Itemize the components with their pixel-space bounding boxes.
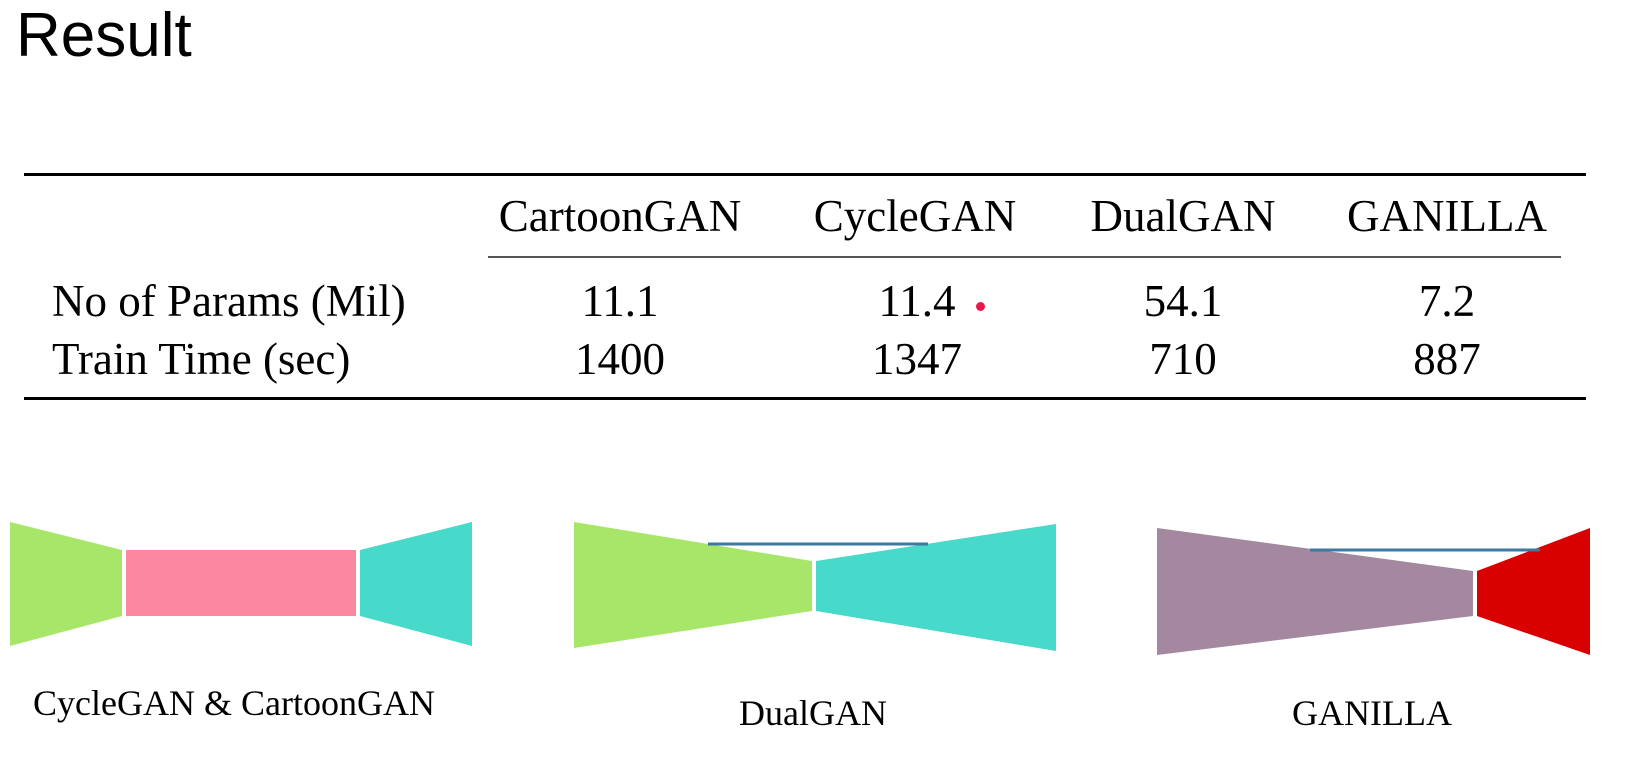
dualgan-decoder-block (816, 524, 1056, 651)
cell-params-dualgan: 54.1 (1143, 276, 1223, 326)
cell-params-cartoongan: 11.1 (581, 276, 659, 326)
table-top-rule (24, 173, 1586, 176)
cyclegan-residual-block (126, 550, 356, 616)
cyclegan-encoder-block (10, 522, 122, 646)
cell-time-dualgan: 710 (1149, 334, 1217, 384)
cyclegan-cartoongan-diagram (10, 522, 472, 646)
ganilla-encoder-block (1157, 528, 1473, 655)
dualgan-label: DualGAN (739, 693, 887, 733)
table-bottom-rule (24, 397, 1586, 400)
dualgan-diagram (574, 522, 1056, 651)
ganilla-label: GANILLA (1292, 693, 1452, 733)
cell-time-cyclegan: 1347 (872, 334, 962, 384)
column-header-ganilla: GANILLA (1347, 191, 1547, 241)
cyclegan-decoder-block (360, 522, 472, 646)
column-header-dualgan: DualGAN (1090, 191, 1276, 241)
row-label-params: No of Params (Mil) (52, 276, 406, 326)
ganilla-diagram (1157, 528, 1590, 655)
table-header-rule (488, 256, 1561, 258)
cyclegan-cartoongan-label: CycleGAN & CartoonGAN (33, 683, 435, 723)
pointer-dot (976, 302, 985, 311)
dualgan-encoder-block (574, 522, 812, 648)
cell-time-ganilla: 887 (1413, 334, 1481, 384)
column-header-cyclegan: CycleGAN (813, 191, 1017, 241)
cell-time-cartoongan: 1400 (575, 334, 665, 384)
column-header-cartoongan: CartoonGAN (498, 191, 742, 241)
row-label-train-time: Train Time (sec) (52, 334, 351, 384)
ganilla-decoder-block (1477, 528, 1590, 655)
architecture-diagrams (10, 522, 1590, 655)
cell-params-ganilla: 7.2 (1418, 276, 1476, 326)
slide-title: Result (16, 1, 192, 70)
cell-params-cyclegan: 11.4 (878, 276, 956, 326)
